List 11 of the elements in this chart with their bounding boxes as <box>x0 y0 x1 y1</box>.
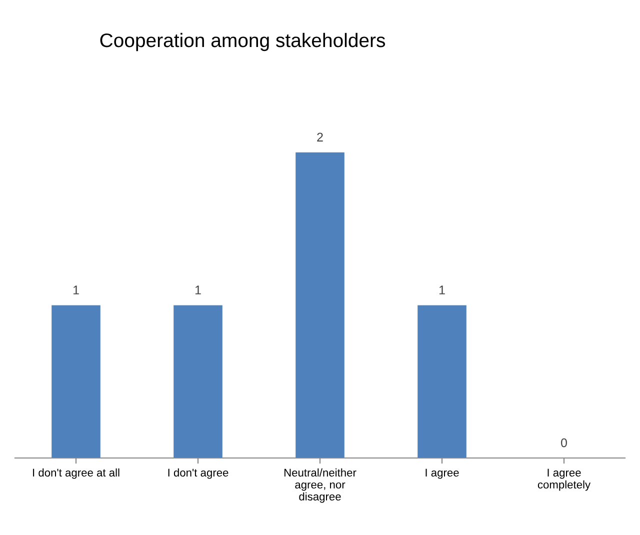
data-label: 2 <box>317 132 323 142</box>
x-tick-label: I don't agree <box>168 468 228 479</box>
chart-title: Cooperation among stakeholders <box>100 32 386 52</box>
x-tick-label: I don't agree at all <box>33 468 120 479</box>
data-label: 1 <box>439 286 445 294</box>
data-label: 1 <box>73 286 79 294</box>
x-tick-label: Neutral/neither agree, nor disagree <box>284 468 356 503</box>
x-tick-label: I agree <box>426 468 459 479</box>
x-tick-label: I agree completely <box>538 468 591 491</box>
data-label: 0 <box>561 438 567 448</box>
data-label: 1 <box>195 286 201 294</box>
